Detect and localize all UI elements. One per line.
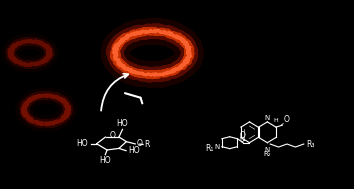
Text: N: N <box>215 144 220 150</box>
Text: N: N <box>265 147 270 153</box>
Text: R: R <box>144 140 149 149</box>
Text: R₃: R₃ <box>307 139 315 149</box>
Text: HO: HO <box>128 146 139 155</box>
Text: HO: HO <box>117 119 128 128</box>
Text: H: H <box>273 118 278 123</box>
Text: N: N <box>239 136 245 142</box>
Text: R₂: R₂ <box>263 151 271 157</box>
Text: O: O <box>284 115 290 124</box>
Text: O: O <box>137 139 143 148</box>
Text: R₁: R₁ <box>206 144 214 153</box>
Text: HO: HO <box>99 156 111 165</box>
Text: N: N <box>265 115 270 121</box>
Text: O: O <box>109 131 115 140</box>
Text: HO: HO <box>76 139 88 148</box>
Text: O: O <box>240 131 245 140</box>
